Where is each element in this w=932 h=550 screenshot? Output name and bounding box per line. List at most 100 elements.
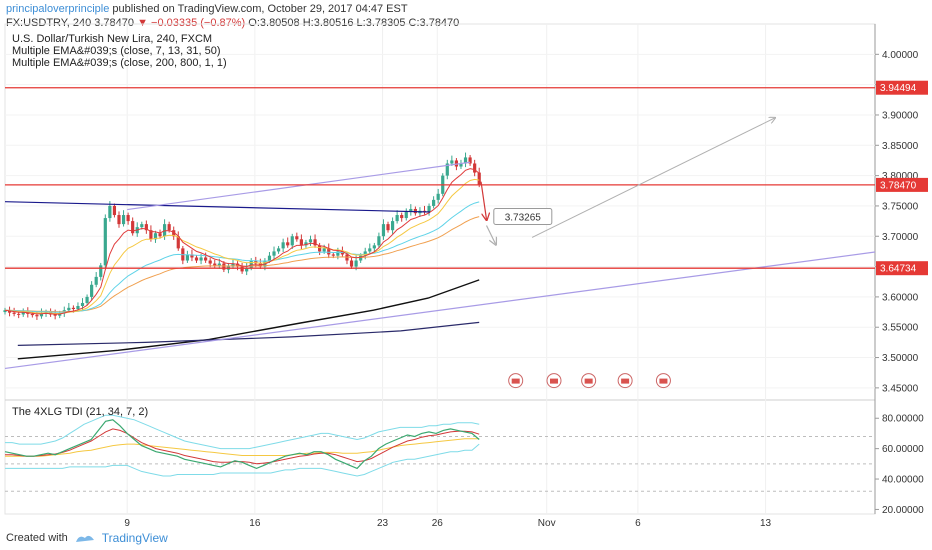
tdi-upper-band [5,414,480,450]
published-text: published on TradingView.com, October 29… [112,3,408,15]
y-tick-label: 3.90000 [882,110,919,121]
tdi-tick-label: 40.00000 [882,475,924,486]
candle-body [30,313,34,316]
upper-pane: 3.73265 [3,87,876,389]
event-flag-stripe [549,378,558,384]
author-link[interactable]: principaloverprinciple [6,3,110,15]
candle-body [21,312,25,315]
candle-body [400,215,404,219]
tradingview-brand[interactable]: TradingView [101,531,168,545]
event-flag-stripe [621,378,630,384]
ema-legend-1[interactable]: Multiple EMA&#039;s (close, 7, 13, 31, 5… [12,45,221,57]
candle-body [53,314,57,316]
candle-body [85,296,89,303]
x-tick-label: 26 [432,518,444,529]
created-with-text: Created with [6,532,68,544]
y-tick-label: 3.80000 [882,171,919,182]
candle-body [436,193,440,200]
trendline-purple-upper-channel[interactable] [127,161,471,211]
candle-body [131,221,135,234]
candle-body [217,263,221,266]
tdi-legend[interactable]: The 4XLG TDI (21, 34, 7, 2) [12,406,148,418]
drop-projection-arrow[interactable] [485,225,496,244]
candle-body [140,224,144,228]
footer: Created with TradingView [6,531,168,545]
tdi-tick-label: 20.00000 [882,505,924,516]
candle-body [112,205,117,216]
tdi-rsi-line [4,419,480,470]
x-tick-label: 6 [635,518,641,529]
tradingview-logo-icon [75,535,94,542]
x-tick-label: Nov [538,518,556,529]
symbol-label: FX:USDTRY, 240 [6,17,92,29]
candle-body [103,218,107,266]
target-callout-label: 3.73265 [505,212,542,223]
tdi-pane [4,414,875,492]
candle-body [94,276,98,285]
candle-body [149,230,153,240]
candle-body [144,224,148,231]
y-tick-label: 3.75000 [882,201,919,212]
x-tick-label: 13 [760,518,772,529]
candle-body [39,313,44,317]
candle-body [254,260,258,264]
candle-body [162,224,167,237]
candle-body [390,221,395,231]
candle-body [249,260,253,268]
bearish-arrow[interactable] [480,181,486,220]
last-price: 3.78470 [94,17,135,29]
chart-title: U.S. Dollar/Turkish New Lira, 240, FXCM [12,33,212,45]
candle-body [90,284,94,297]
y-tick-label: 3.45000 [882,383,919,394]
candle-body [331,254,335,256]
candle-body [245,267,249,272]
candle-body [327,248,331,255]
candle-body [276,248,281,252]
ema-800-line [17,321,480,346]
candle-body [240,266,244,272]
candle-body [281,242,285,249]
candle-body [71,307,75,310]
ema-31-line [4,201,480,313]
rise-projection-arrow[interactable] [531,118,775,238]
candle-body [318,245,322,252]
candle-body [267,255,272,261]
candle-body [473,163,477,173]
candle-body [208,260,212,264]
x-tick-label: 16 [249,518,261,529]
event-flag-stripe [584,378,593,384]
axes: 9162326Nov6134.000003.950003.900003.8500… [124,50,928,529]
x-tick-label: 23 [377,518,389,529]
candle-body [468,157,472,164]
candle-body [459,163,463,167]
candle-body [17,313,21,315]
candle-body [381,224,386,237]
target-callout-box[interactable] [493,207,553,225]
candle-body [121,215,126,225]
tdi-lower-band [5,443,480,477]
candle-body [450,160,454,164]
candle-body [313,239,317,246]
trendline-blue-resistance[interactable] [4,201,430,213]
candle-body [409,208,413,212]
candle-body [454,160,459,167]
candle-body [117,215,121,225]
event-flag-stripe [659,378,668,384]
y-tick-label: 3.55000 [882,323,919,334]
trendline-purple-lower-channel[interactable] [4,251,876,370]
tdi-tick-label: 60.00000 [882,444,924,455]
tdi-signal-line [5,428,480,465]
candle-body [286,242,290,246]
candle-body [349,260,354,267]
ema-13-line [4,178,480,315]
candle-body [153,233,158,240]
candle-body [7,310,12,313]
candle-body [368,248,372,252]
candle-body [235,263,240,267]
candle-body [322,248,326,252]
ema-legend-2[interactable]: Multiple EMA&#039;s (close, 200, 800, 1,… [12,57,227,69]
candle-body [172,230,176,237]
tdi-baseline [5,438,480,457]
candle-body [199,257,203,261]
